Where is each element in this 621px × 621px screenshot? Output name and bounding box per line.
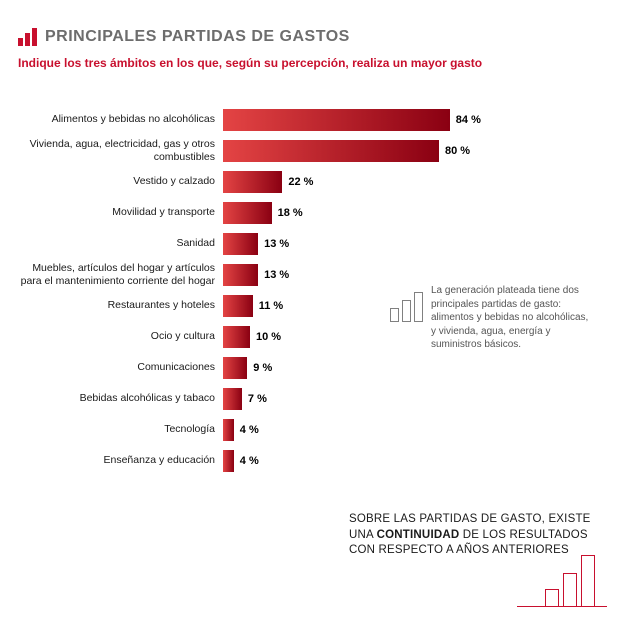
bar-wrap: 80 %: [223, 140, 603, 162]
chart-row: Bebidas alcohólicas y tabaco 7 %: [18, 383, 603, 414]
chart-subtitle: Indique los tres ámbitos en los que, seg…: [18, 56, 603, 70]
bars-outline-icon: [390, 288, 423, 322]
bar-label: Muebles, artículos del hogar y artículos…: [18, 262, 223, 286]
chart-row: Vivienda, agua, electricidad, gas y otro…: [18, 135, 603, 166]
bar: [223, 326, 250, 348]
decorative-baseline: [517, 606, 607, 608]
bar-label: Sanidad: [18, 237, 223, 249]
bar: [223, 140, 439, 162]
chart-row: Vestido y calzado 22 %: [18, 166, 603, 197]
side-annotation-text: La generación plateada tiene dos princip…: [431, 284, 595, 352]
chart-title: PRINCIPALES PARTIDAS DE GASTOS: [45, 28, 350, 46]
bar-wrap: 18 %: [223, 202, 603, 224]
chart-row: Alimentos y bebidas no alcohólicas 84 %: [18, 104, 603, 135]
decorative-bars-icon: [545, 555, 595, 607]
bar-label: Ocio y cultura: [18, 330, 223, 342]
bar-wrap: 4 %: [223, 450, 603, 472]
bar: [223, 202, 272, 224]
bar-label: Restaurantes y hoteles: [18, 299, 223, 311]
bar: [223, 264, 258, 286]
bar-value: 10 %: [250, 326, 281, 348]
bar-value: 84 %: [450, 109, 481, 131]
bar-value: 4 %: [234, 450, 259, 472]
bar-value: 18 %: [272, 202, 303, 224]
bar: [223, 388, 242, 410]
bar-value: 9 %: [247, 357, 272, 379]
bar-value: 13 %: [258, 233, 289, 255]
bar-wrap: 9 %: [223, 357, 603, 379]
bar-value: 22 %: [282, 171, 313, 193]
side-annotation: La generación plateada tiene dos princip…: [390, 284, 595, 352]
bar: [223, 295, 253, 317]
bar-label: Comunicaciones: [18, 361, 223, 373]
bar-label: Movilidad y transporte: [18, 206, 223, 218]
bar-value: 13 %: [258, 264, 289, 286]
bar-value: 11 %: [253, 295, 283, 317]
bars-logo-icon: [18, 28, 37, 46]
bar-label: Vivienda, agua, electricidad, gas y otro…: [18, 138, 223, 162]
bar: [223, 357, 247, 379]
bar-wrap: 7 %: [223, 388, 603, 410]
bar: [223, 109, 450, 131]
bar-wrap: 4 %: [223, 419, 603, 441]
chart-row: Sanidad 13 %: [18, 228, 603, 259]
bar-label: Alimentos y bebidas no alcohólicas: [18, 113, 223, 125]
bar-wrap: 84 %: [223, 109, 603, 131]
bar-value: 4 %: [234, 419, 259, 441]
bar-wrap: 13 %: [223, 264, 603, 286]
chart-row: Comunicaciones 9 %: [18, 352, 603, 383]
chart-row: Movilidad y transporte 18 %: [18, 197, 603, 228]
bar: [223, 419, 234, 441]
bar-label: Tecnología: [18, 423, 223, 435]
chart-row: Enseñanza y educación 4 %: [18, 445, 603, 476]
bar: [223, 171, 282, 193]
callout-bold: CONTINUIDAD: [377, 529, 460, 541]
chart-row: Tecnología 4 %: [18, 414, 603, 445]
bar-label: Bebidas alcohólicas y tabaco: [18, 392, 223, 404]
bar-wrap: 22 %: [223, 171, 603, 193]
bar-label: Vestido y calzado: [18, 175, 223, 187]
bar-wrap: 13 %: [223, 233, 603, 255]
bar: [223, 233, 258, 255]
bar-value: 7 %: [242, 388, 267, 410]
bar-value: 80 %: [439, 140, 470, 162]
callout-text: SOBRE LAS PARTIDAS DE GASTO, EXISTE UNA …: [349, 512, 595, 559]
bar-label: Enseñanza y educación: [18, 454, 223, 466]
bar: [223, 450, 234, 472]
